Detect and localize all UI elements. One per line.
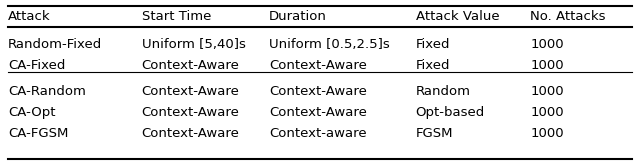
Text: 1000: 1000 [531, 85, 564, 98]
Text: 1000: 1000 [531, 106, 564, 119]
Text: Context-Aware: Context-Aware [269, 85, 367, 98]
Text: Start Time: Start Time [141, 10, 211, 23]
Text: 1000: 1000 [531, 38, 564, 51]
Text: 1000: 1000 [531, 127, 564, 140]
Text: Uniform [5,40]s: Uniform [5,40]s [141, 38, 246, 51]
Text: No. Attacks: No. Attacks [531, 10, 606, 23]
Text: 1000: 1000 [531, 59, 564, 72]
Text: Uniform [0.5,2.5]s: Uniform [0.5,2.5]s [269, 38, 390, 51]
Text: Opt-based: Opt-based [415, 106, 485, 119]
Text: Context-Aware: Context-Aware [269, 106, 367, 119]
Text: Fixed: Fixed [415, 59, 450, 72]
Text: Context-Aware: Context-Aware [141, 85, 239, 98]
Text: CA-Fixed: CA-Fixed [8, 59, 65, 72]
Text: Random-Fixed: Random-Fixed [8, 38, 102, 51]
Text: CA-Opt: CA-Opt [8, 106, 55, 119]
Text: CA-Random: CA-Random [8, 85, 86, 98]
Text: Context-Aware: Context-Aware [141, 127, 239, 140]
Text: Context-Aware: Context-Aware [141, 106, 239, 119]
Text: Duration: Duration [269, 10, 327, 23]
Text: Context-Aware: Context-Aware [141, 59, 239, 72]
Text: FGSM: FGSM [415, 127, 453, 140]
Text: Fixed: Fixed [415, 38, 450, 51]
Text: CA-FGSM: CA-FGSM [8, 127, 68, 140]
Text: Attack: Attack [8, 10, 51, 23]
Text: Context-aware: Context-aware [269, 127, 367, 140]
Text: Random: Random [415, 85, 470, 98]
Text: Context-Aware: Context-Aware [269, 59, 367, 72]
Text: Attack Value: Attack Value [415, 10, 499, 23]
